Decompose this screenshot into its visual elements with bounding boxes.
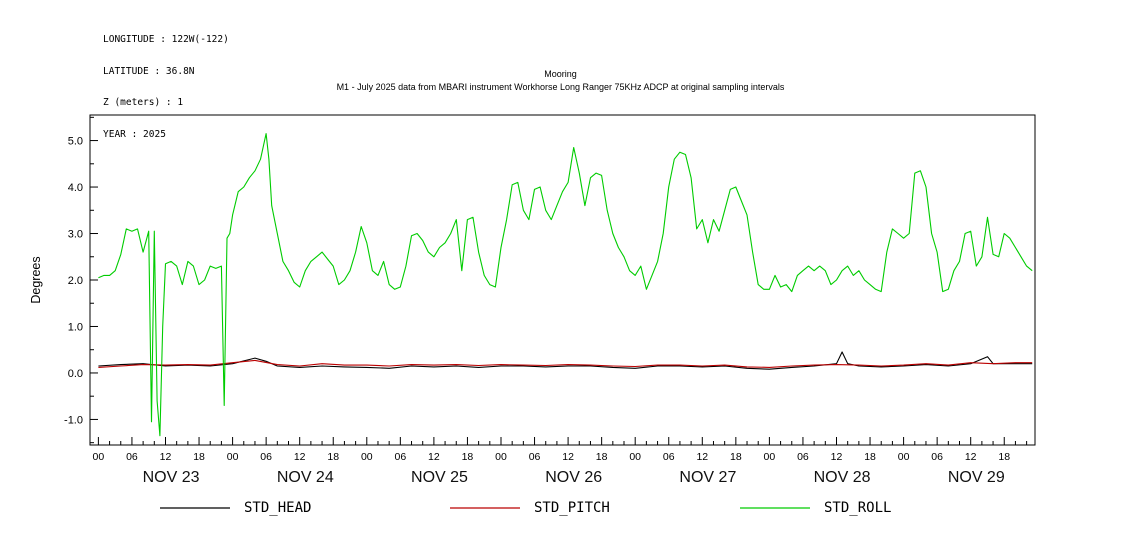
x-tick-label: 06: [931, 451, 943, 463]
x-tick-label: 18: [998, 451, 1010, 463]
info-line-longitude: LONGITUDE : 122W(-122): [103, 34, 229, 45]
x-tick-label: 12: [831, 451, 843, 463]
plot-border: [89, 114, 1036, 446]
x-tick-label: 12: [696, 451, 708, 463]
day-label: NOV 25: [411, 469, 468, 486]
x-tick-label: 12: [965, 451, 977, 463]
x-axis: 00 06 12 18 NOV 23 00 06 12 18 NOV 24 00 06 12 18 NOV …: [93, 437, 1028, 486]
y-tick-label: 2.0: [68, 275, 83, 287]
plot-subtitle: M1 - July 2025 data from MBARI instrumen…: [336, 82, 785, 92]
x-tick-label: 06: [126, 451, 138, 463]
legend-label-std-pitch: STD_PITCH: [534, 500, 610, 516]
legend-label-std-roll: STD_ROLL: [824, 500, 892, 516]
legend-line-std-roll-icon: [740, 507, 810, 509]
day-label: NOV 24: [277, 469, 334, 486]
x-tick-label: 06: [260, 451, 272, 463]
y-axis-title: Degrees: [29, 256, 43, 303]
x-tick-label: 18: [864, 451, 876, 463]
x-tick-label: 06: [663, 451, 675, 463]
x-tick-label: 12: [562, 451, 574, 463]
legend-item-std-head: STD_HEAD: [160, 498, 311, 518]
x-tick-label: 18: [193, 451, 205, 463]
std-roll-line: [98, 133, 1033, 437]
std-head-line: [98, 351, 1033, 370]
x-tick-label: 06: [529, 451, 541, 463]
legend-item-std-roll: STD_ROLL: [740, 498, 891, 518]
x-tick-label: 06: [797, 451, 809, 463]
y-tick-label: 1.0: [68, 321, 83, 333]
x-tick-label: 18: [730, 451, 742, 463]
legend-item-std-pitch: STD_PITCH: [450, 498, 610, 518]
x-tick-label: 00: [764, 451, 776, 463]
x-tick-label: 12: [160, 451, 172, 463]
x-tick-label: 00: [93, 451, 105, 463]
x-tick-label: 00: [495, 451, 507, 463]
day-label: NOV 23: [143, 469, 200, 486]
x-tick-label: 00: [629, 451, 641, 463]
legend-label-std-head: STD_HEAD: [244, 500, 312, 516]
y-axis: -1.0 0.0 1.0 2.0 3.0 4.0 5.0 Degrees: [29, 116, 98, 444]
legend-line-std-pitch-icon: [450, 507, 520, 509]
y-tick-label: 4.0: [68, 182, 83, 194]
x-tick-label: 00: [227, 451, 239, 463]
y-tick-label: -1.0: [64, 414, 83, 426]
day-label: NOV 27: [679, 469, 736, 486]
x-tick-label: 18: [462, 451, 474, 463]
y-tick-label: 3.0: [68, 229, 83, 241]
x-tick-label: 00: [361, 451, 373, 463]
info-line-year: YEAR : 2025: [103, 128, 166, 140]
plot-info-block: LONGITUDE : 122W(-122) LATITUDE : 36.8N …: [103, 14, 229, 161]
x-tick-label: 00: [898, 451, 910, 463]
y-tick-label: 0.0: [68, 368, 83, 380]
y-tick-label: 5.0: [68, 136, 83, 148]
std-pitch-line: [98, 359, 1033, 368]
info-line-latitude: LATITUDE : 36.8N: [103, 65, 195, 77]
x-tick-label: 06: [394, 451, 406, 463]
info-line-depth: Z (meters) : 1: [103, 97, 184, 108]
x-tick-label: 18: [327, 451, 339, 463]
day-label: NOV 28: [814, 469, 871, 486]
day-label: NOV 26: [545, 469, 602, 486]
x-tick-label: 18: [596, 451, 608, 463]
day-label: NOV 29: [948, 469, 1005, 486]
x-tick-label: 12: [428, 451, 440, 463]
x-tick-label: 12: [294, 451, 306, 463]
legend-line-std-head-icon: [160, 507, 230, 509]
plot-title: Mooring: [544, 69, 577, 79]
